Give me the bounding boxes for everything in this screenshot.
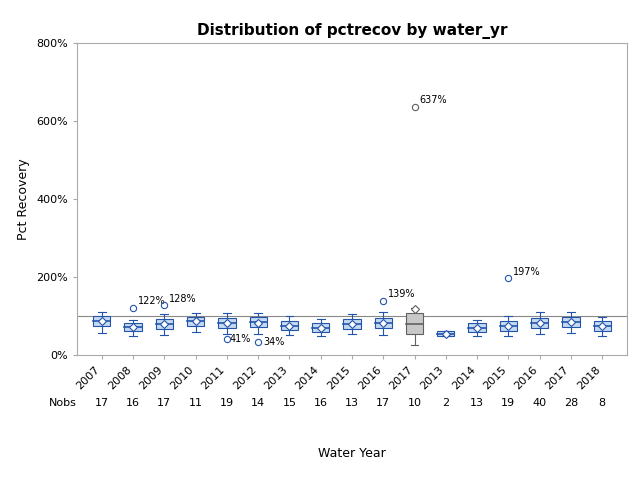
Text: 40: 40 — [532, 398, 547, 408]
Bar — [344, 319, 360, 329]
Bar — [312, 323, 330, 332]
Text: 2: 2 — [442, 398, 449, 408]
Text: 17: 17 — [157, 398, 172, 408]
Bar — [468, 323, 486, 332]
Bar — [187, 317, 204, 326]
Bar — [93, 316, 111, 326]
Title: Distribution of pctrecov by water_yr: Distribution of pctrecov by water_yr — [196, 23, 508, 39]
Text: 14: 14 — [251, 398, 265, 408]
Text: 13: 13 — [470, 398, 484, 408]
Bar — [125, 323, 141, 331]
Bar — [250, 317, 267, 327]
Text: 197%: 197% — [513, 267, 541, 277]
Text: 10: 10 — [408, 398, 422, 408]
Bar — [406, 313, 423, 334]
Bar — [563, 317, 579, 327]
Bar — [281, 321, 298, 330]
Text: 128%: 128% — [169, 294, 196, 304]
Text: 13: 13 — [345, 398, 359, 408]
Bar — [218, 318, 236, 328]
Text: 139%: 139% — [388, 289, 415, 300]
Text: 28: 28 — [564, 398, 578, 408]
Text: 17: 17 — [376, 398, 390, 408]
Text: 41%: 41% — [230, 334, 252, 344]
Text: 16: 16 — [126, 398, 140, 408]
Bar — [593, 321, 611, 331]
Bar — [500, 321, 517, 331]
Text: 16: 16 — [314, 398, 328, 408]
Text: 19: 19 — [220, 398, 234, 408]
Bar — [437, 331, 454, 336]
Text: 19: 19 — [501, 398, 515, 408]
Text: 122%: 122% — [138, 296, 166, 306]
Text: 15: 15 — [282, 398, 296, 408]
Bar — [156, 319, 173, 329]
Text: Nobs: Nobs — [49, 398, 77, 408]
Text: 637%: 637% — [419, 95, 447, 105]
Text: 8: 8 — [598, 398, 605, 408]
Text: 34%: 34% — [263, 336, 284, 347]
Bar — [374, 318, 392, 328]
Text: 17: 17 — [95, 398, 109, 408]
X-axis label: Water Year: Water Year — [318, 447, 386, 460]
Bar — [531, 318, 548, 328]
Y-axis label: Pct Recovery: Pct Recovery — [17, 158, 31, 240]
Text: 11: 11 — [189, 398, 203, 408]
